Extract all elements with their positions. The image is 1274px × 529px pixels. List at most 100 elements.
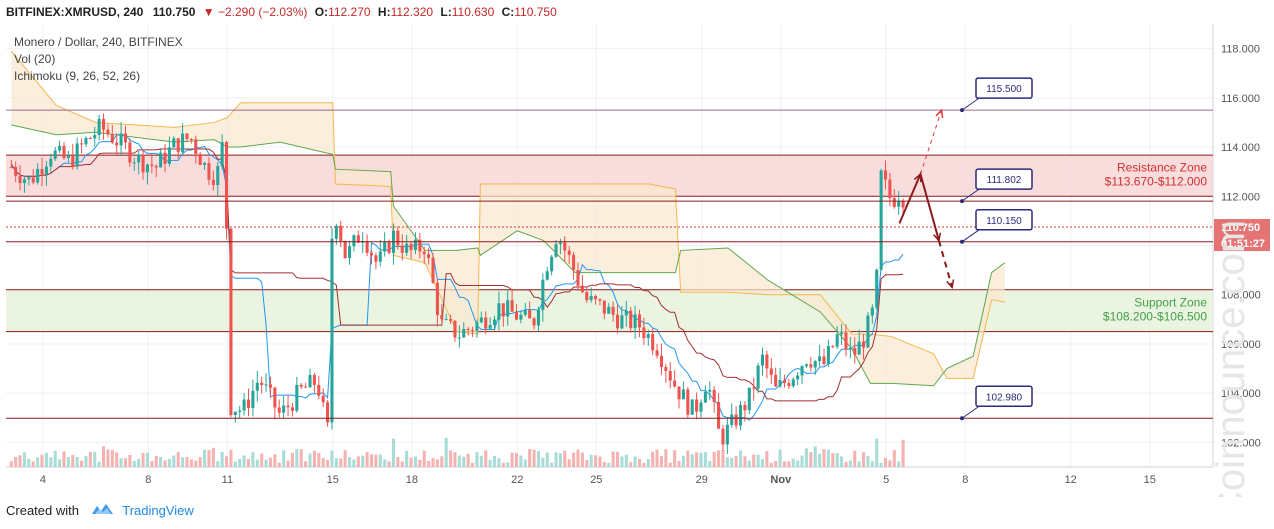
candle-body bbox=[725, 424, 729, 445]
candle-body bbox=[181, 133, 185, 153]
volume-bar bbox=[242, 455, 246, 467]
candle-body bbox=[418, 239, 422, 252]
candle-body bbox=[875, 269, 879, 308]
x-tick-label: Nov bbox=[770, 474, 792, 486]
volume-bar bbox=[677, 460, 681, 467]
volume-bar bbox=[602, 461, 606, 467]
annotation-dot bbox=[960, 108, 964, 113]
annotation-text: 111.802 bbox=[987, 175, 1022, 186]
x-tick-label: 5 bbox=[883, 474, 889, 486]
zone-name: Resistance Zone bbox=[1117, 161, 1207, 175]
candle-body bbox=[796, 375, 800, 380]
volume-bar bbox=[567, 459, 571, 467]
candle-body bbox=[233, 411, 237, 416]
candle-body bbox=[295, 384, 299, 411]
tradingview-logo-icon[interactable] bbox=[91, 498, 115, 526]
candle-body bbox=[66, 155, 70, 158]
volume-bar bbox=[295, 449, 299, 467]
candle-body bbox=[585, 292, 589, 301]
volume-bar bbox=[277, 462, 281, 467]
candle-body bbox=[554, 244, 558, 257]
candle-body bbox=[901, 200, 905, 208]
candle-body bbox=[159, 152, 163, 168]
volume-bar bbox=[514, 452, 519, 467]
volume-bar bbox=[826, 449, 830, 467]
candle-body bbox=[304, 386, 308, 388]
candle-body bbox=[194, 139, 198, 154]
volume-bar bbox=[264, 459, 268, 467]
candle-body bbox=[224, 142, 229, 229]
candle-body bbox=[93, 135, 97, 139]
volume-bar bbox=[699, 452, 703, 467]
high-label: H: bbox=[377, 5, 391, 19]
candle-body bbox=[18, 175, 22, 184]
price-axis[interactable]: 118.000116.000114.000112.000110.000108.0… bbox=[1214, 44, 1270, 450]
candle-body bbox=[572, 254, 576, 271]
candle-body bbox=[897, 200, 901, 207]
volume-bar bbox=[334, 458, 338, 467]
candle-body bbox=[36, 169, 40, 183]
candles bbox=[9, 113, 905, 454]
candle-body bbox=[695, 399, 699, 412]
volume-bar bbox=[844, 461, 848, 467]
volume-bar bbox=[383, 459, 387, 467]
y-tick-label: 108.000 bbox=[1221, 290, 1261, 302]
candle-body bbox=[352, 235, 356, 247]
volume-bar bbox=[457, 455, 461, 467]
volume-bar bbox=[93, 451, 97, 467]
volume-bar bbox=[27, 458, 31, 467]
volume-bar bbox=[216, 461, 220, 467]
volume-bar bbox=[163, 460, 167, 467]
volume-bar bbox=[813, 446, 817, 467]
candle-body bbox=[514, 311, 519, 320]
candle-body bbox=[760, 354, 765, 366]
tradingview-link[interactable]: TradingView bbox=[122, 503, 194, 518]
volume-bar bbox=[589, 454, 593, 467]
volume-bar bbox=[471, 462, 475, 467]
created-with-label: Created with bbox=[6, 503, 79, 518]
levels bbox=[6, 109, 1213, 419]
volume-bar bbox=[532, 449, 536, 467]
volume-bar bbox=[497, 458, 501, 467]
candle-body bbox=[743, 404, 747, 411]
y-tick-label: 114.000 bbox=[1221, 142, 1260, 154]
candle-body bbox=[523, 310, 527, 315]
candle-body bbox=[637, 314, 642, 328]
zone-range: $113.670-$112.000 bbox=[1105, 175, 1208, 189]
candle-body bbox=[238, 410, 242, 412]
candle-body bbox=[137, 154, 141, 163]
candle-body bbox=[273, 387, 277, 408]
open-label: O: bbox=[314, 5, 329, 19]
senkou-b-line bbox=[11, 124, 1006, 387]
volume-bar bbox=[308, 453, 312, 467]
candle-body bbox=[203, 162, 207, 165]
volume-bar bbox=[730, 457, 734, 467]
time-axis[interactable]: 4 8 11 15 18 22 25 29 Nov 5 8 12 15 bbox=[40, 474, 1156, 486]
candle-body bbox=[9, 166, 13, 168]
volume-bar bbox=[181, 457, 185, 467]
volume-bar bbox=[189, 459, 193, 467]
volume-bar bbox=[413, 456, 417, 467]
candle-body bbox=[449, 319, 453, 321]
projection-arrows bbox=[898, 108, 955, 289]
candle-body bbox=[277, 407, 281, 413]
candle-body bbox=[312, 375, 316, 385]
volume-bar bbox=[598, 456, 602, 467]
volume-bar bbox=[435, 459, 439, 467]
symbol-label[interactable]: BITFINEX:XMRUSD, 240 bbox=[6, 5, 144, 19]
volume-bar bbox=[655, 449, 659, 467]
volume-bar bbox=[132, 460, 136, 467]
x-tick-label: 22 bbox=[511, 474, 523, 486]
volume-bar bbox=[620, 456, 624, 467]
candle-body bbox=[383, 242, 387, 252]
volume-bar bbox=[848, 460, 852, 467]
candle-body bbox=[457, 337, 461, 339]
volume-bar bbox=[712, 451, 716, 467]
countdown-box bbox=[1214, 235, 1270, 252]
volume-bar bbox=[49, 457, 53, 467]
x-tick-label: 4 bbox=[40, 474, 46, 486]
volume-bar bbox=[62, 451, 66, 467]
volume-bar bbox=[154, 455, 158, 467]
candle-body bbox=[378, 251, 382, 262]
